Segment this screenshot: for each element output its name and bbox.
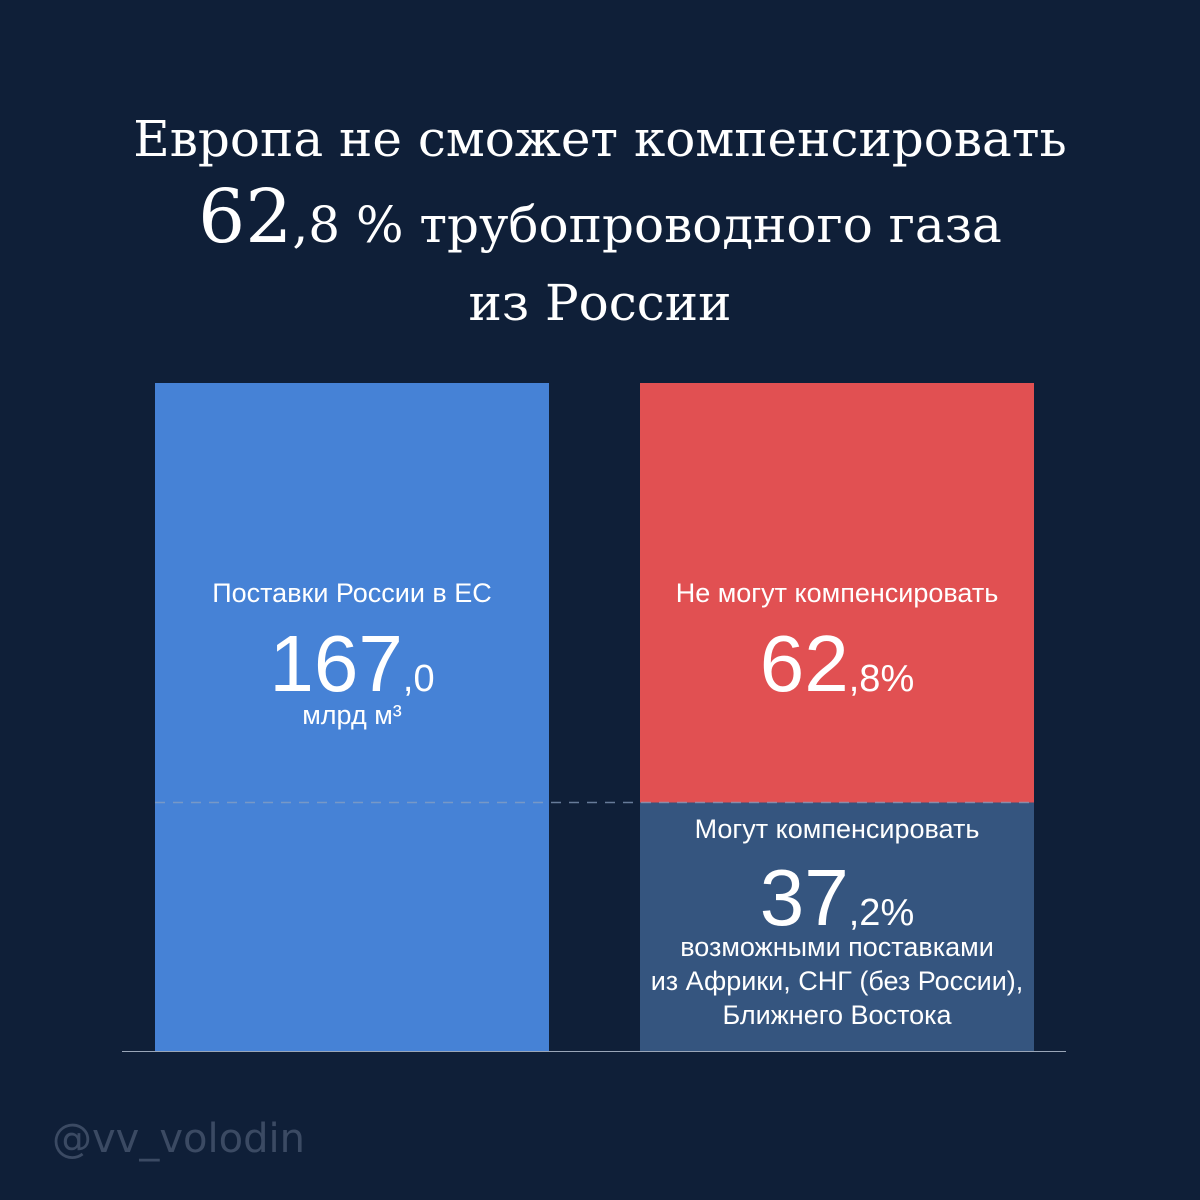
can-note-line-2: из Африки, СНГ (без России), [650,966,1024,996]
title-line-2: 62,8 % трубопроводного газа [0,178,1200,264]
cannot-bar-value: 62,8% [640,624,1034,719]
cannot-value-dec: ,8% [848,658,915,700]
can-value-int: 37 [759,853,849,942]
author-handle: @vv_volodin [52,1116,305,1162]
chart-title: Европа не сможет компенсировать 62,8 % т… [0,100,1200,342]
supply-bar-unit: млрд м³ [302,700,402,730]
can-value-dec: ,2% [848,892,915,934]
bar-russia-supply [155,383,549,1051]
title-line-3: из России [468,274,732,332]
supply-bar-label: Поставки России в ЕС [212,578,492,608]
supply-value-int: 167 [269,619,403,708]
can-bar-note: возможными поставками из Африки, СНГ (бе… [630,930,1044,1032]
supply-bar-value: 167,0 [155,624,549,719]
bar-can-compensate [640,802,1034,1051]
chart-marks [122,383,1066,1052]
can-bar-label: Могут компенсировать [694,814,980,844]
can-note-line-3: Ближнего Востока [722,1000,952,1030]
cannot-value-int: 62 [759,619,849,708]
title-line-1: Европа не сможет компенсировать [133,110,1067,168]
title-line-2-rest: ,8 % трубопроводного газа [292,196,1002,254]
can-bar-value: 37,2% [640,858,1034,953]
title-big-number: 62 [198,174,293,260]
can-note-line-1: возможными поставками [680,932,994,962]
supply-value-dec: ,0 [402,658,435,700]
bar-cannot-compensate [640,383,1034,803]
cannot-bar-label: Не могут компенсировать [675,578,999,608]
